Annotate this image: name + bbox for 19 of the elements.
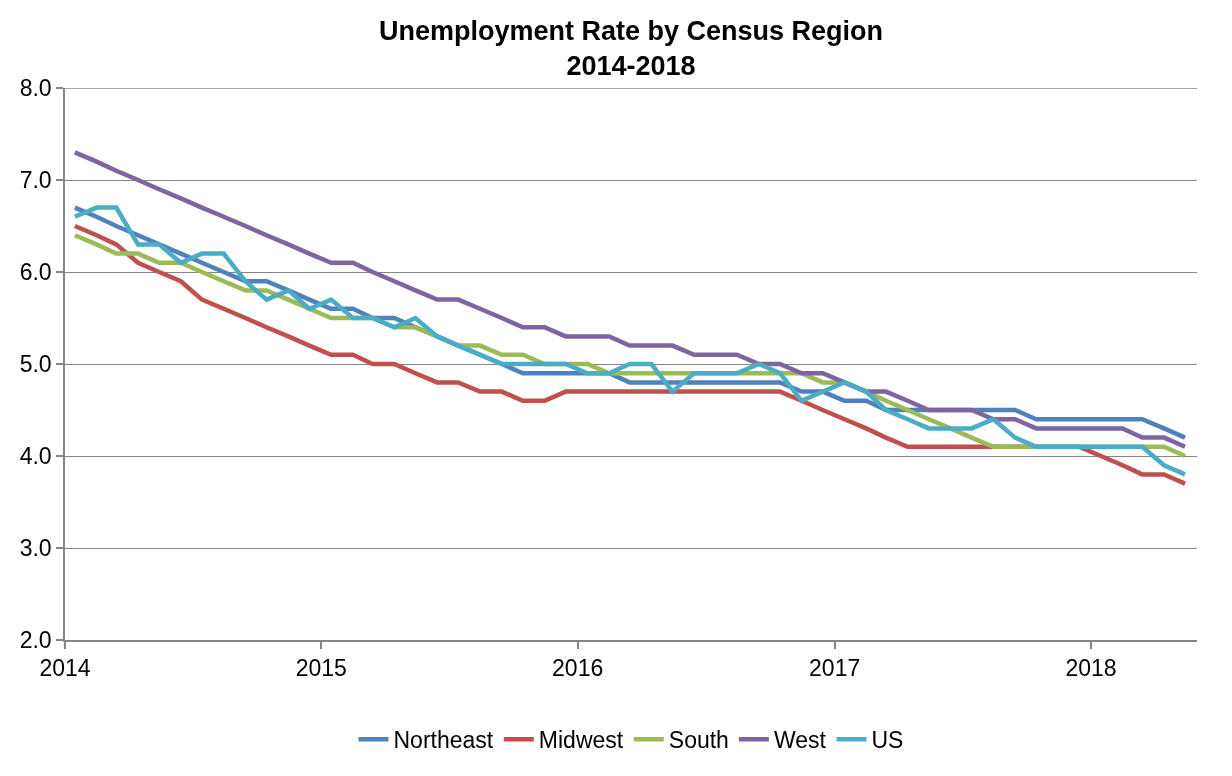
line-series (72, 150, 1188, 450)
x-tick-label: 2015 (295, 655, 347, 682)
legend-label: South (668, 727, 729, 754)
y-tick-label: 6.0 (19, 259, 52, 286)
legend-label: US (871, 727, 904, 754)
x-tick-label: 2016 (552, 655, 604, 682)
x-tick-label: 2014 (39, 655, 91, 682)
chart-title: Unemployment Rate by Census Region 2014-2018 (378, 16, 884, 82)
x-tick-label: 2017 (809, 655, 861, 682)
legend-label: West (773, 727, 827, 754)
legend-label: Midwest (538, 727, 624, 754)
legend-label: Northeast (393, 727, 494, 754)
x-tick-label: 2018 (1065, 655, 1117, 682)
y-tick-label: 7.0 (19, 167, 52, 194)
y-tick-label: 8.0 (19, 75, 52, 102)
y-tick-label: 3.0 (19, 535, 52, 562)
y-tick-label: 4.0 (19, 443, 52, 470)
y-tick-label: 5.0 (19, 351, 52, 378)
y-tick-label: 2.0 (19, 627, 52, 654)
